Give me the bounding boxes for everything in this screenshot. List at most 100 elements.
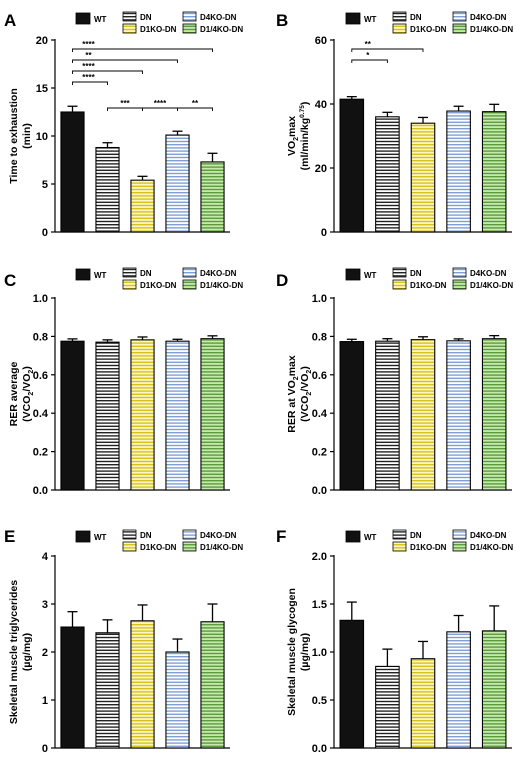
legend-item: WT bbox=[345, 268, 377, 281]
legend-swatch bbox=[392, 541, 407, 552]
y-axis-title-part: 2 bbox=[28, 392, 35, 396]
legend-swatch bbox=[75, 12, 91, 25]
legend: WT DN D4KO-DN D1KO-DN D1/4KO-DN bbox=[345, 267, 513, 290]
legend-item: DN bbox=[122, 267, 152, 278]
y-tick-label: 10 bbox=[36, 131, 48, 143]
panel-e: E 0 1 2 3 4 Skeletal muscle triglycerides(µg/m… bbox=[4, 527, 243, 755]
legend-label: D4KO-DN bbox=[200, 13, 237, 22]
bar-d4ko-dn bbox=[165, 134, 190, 233]
legend-label: D1KO-DN bbox=[410, 543, 447, 552]
y-tick-label: 1.0 bbox=[312, 293, 327, 305]
bar-d1-4ko-dn bbox=[200, 338, 225, 491]
y-axis-title: Time to exhaustion(min) bbox=[8, 88, 33, 184]
panel-letter: F bbox=[276, 527, 286, 546]
legend-swatch bbox=[452, 541, 467, 552]
y-tick-label: 0.0 bbox=[312, 743, 327, 755]
y-tick-label: 15 bbox=[36, 83, 48, 95]
y-tick-label: 0 bbox=[321, 227, 327, 239]
significance-label: **** bbox=[82, 73, 95, 82]
significance-bracket: **** bbox=[72, 40, 213, 52]
bar-d4ko-dn bbox=[446, 631, 471, 749]
y-axis-title-part: max bbox=[286, 116, 298, 137]
significance-bracket: ** bbox=[351, 40, 424, 52]
y-tick-label: 0.0 bbox=[33, 485, 48, 497]
legend-label: WT bbox=[364, 533, 377, 542]
legend-swatch bbox=[452, 11, 467, 22]
legend-item: D4KO-DN bbox=[182, 529, 237, 540]
bar-d1-4ko-dn bbox=[200, 621, 225, 749]
legend-swatch bbox=[122, 267, 137, 278]
y-axis-title-part: max bbox=[286, 355, 298, 376]
y-axis-title-line: (min) bbox=[21, 123, 33, 149]
legend-label: D1KO-DN bbox=[140, 281, 177, 290]
legend-label: D1/4KO-DN bbox=[470, 543, 513, 552]
bar-wt bbox=[339, 341, 365, 491]
bar-dn bbox=[95, 341, 120, 491]
y-tick-label: 20 bbox=[315, 163, 327, 175]
y-tick-label: 1.0 bbox=[312, 647, 327, 659]
legend-item: DN bbox=[392, 267, 422, 278]
legend-label: D4KO-DN bbox=[470, 13, 507, 22]
legend-swatch bbox=[122, 541, 137, 552]
legend-swatch bbox=[75, 268, 91, 281]
legend-label: WT bbox=[364, 271, 377, 280]
y-tick-label: 4 bbox=[42, 551, 49, 563]
bar-d1ko-dn bbox=[130, 339, 155, 491]
legend-item: D1/4KO-DN bbox=[452, 23, 513, 34]
legend-label: D1KO-DN bbox=[410, 25, 447, 34]
legend-swatch bbox=[392, 11, 407, 22]
y-tick-label: 1 bbox=[42, 695, 48, 707]
legend-swatch bbox=[452, 279, 467, 290]
y-tick-label: 0.6 bbox=[312, 370, 327, 382]
legend: WT DN D4KO-DN D1KO-DN D1/4KO-DN bbox=[75, 529, 243, 552]
legend-item: D4KO-DN bbox=[182, 11, 237, 22]
legend-swatch bbox=[182, 529, 197, 540]
legend-swatch bbox=[122, 23, 137, 34]
significance-bracket: *** bbox=[107, 99, 143, 111]
legend-label: DN bbox=[140, 269, 152, 278]
y-axis-title: VO2max(ml/min/kg0.75) bbox=[286, 102, 311, 171]
panel-letter: A bbox=[4, 11, 16, 30]
y-tick-label: 2 bbox=[42, 647, 48, 659]
significance-bracket: * bbox=[351, 51, 388, 63]
legend-swatch bbox=[182, 267, 197, 278]
legend-label: D4KO-DN bbox=[200, 269, 237, 278]
legend-item: D1/4KO-DN bbox=[182, 279, 243, 290]
y-tick-label: 0.4 bbox=[312, 408, 328, 420]
legend-label: DN bbox=[410, 13, 422, 22]
y-axis-title: RER at VO2max(VCO2/VO2) bbox=[286, 355, 313, 433]
legend-swatch bbox=[182, 23, 197, 34]
legend-swatch bbox=[122, 529, 137, 540]
legend-item: D1KO-DN bbox=[392, 23, 447, 34]
y-axis-title-part: 2 bbox=[293, 376, 300, 380]
y-axis-title-line: (VCO2/VO2) bbox=[299, 366, 313, 422]
legend-item: D1KO-DN bbox=[392, 279, 447, 290]
legend-swatch bbox=[392, 23, 407, 34]
legend-swatch bbox=[345, 12, 361, 25]
legend-item: D4KO-DN bbox=[182, 267, 237, 278]
y-axis-title-part: Skeletal muscle triglycerides bbox=[8, 580, 20, 724]
legend-label: WT bbox=[364, 15, 377, 24]
bar-dn bbox=[375, 665, 400, 749]
y-tick-label: 0.8 bbox=[33, 331, 48, 343]
legend-label: D4KO-DN bbox=[470, 269, 507, 278]
significance-bracket: **** bbox=[72, 62, 143, 74]
legend-item: D1/4KO-DN bbox=[452, 541, 513, 552]
y-tick-label: 0.6 bbox=[33, 370, 48, 382]
legend-label: DN bbox=[140, 531, 152, 540]
legend-swatch bbox=[345, 268, 361, 281]
legend-item: D1KO-DN bbox=[392, 541, 447, 552]
y-axis-title-part: ) bbox=[21, 366, 33, 370]
y-axis-title-part: 0.75 bbox=[299, 105, 306, 118]
bar-d1ko-dn bbox=[410, 122, 436, 233]
y-tick-label: 0.8 bbox=[312, 331, 327, 343]
legend-swatch bbox=[452, 23, 467, 34]
y-axis-title-line: RER at VO2max bbox=[286, 355, 300, 433]
significance-label: *** bbox=[120, 99, 130, 108]
legend-item: WT bbox=[75, 268, 107, 281]
legend-label: WT bbox=[94, 533, 107, 542]
bar-d1-4ko-dn bbox=[481, 630, 507, 749]
legend-label: D1KO-DN bbox=[140, 25, 177, 34]
